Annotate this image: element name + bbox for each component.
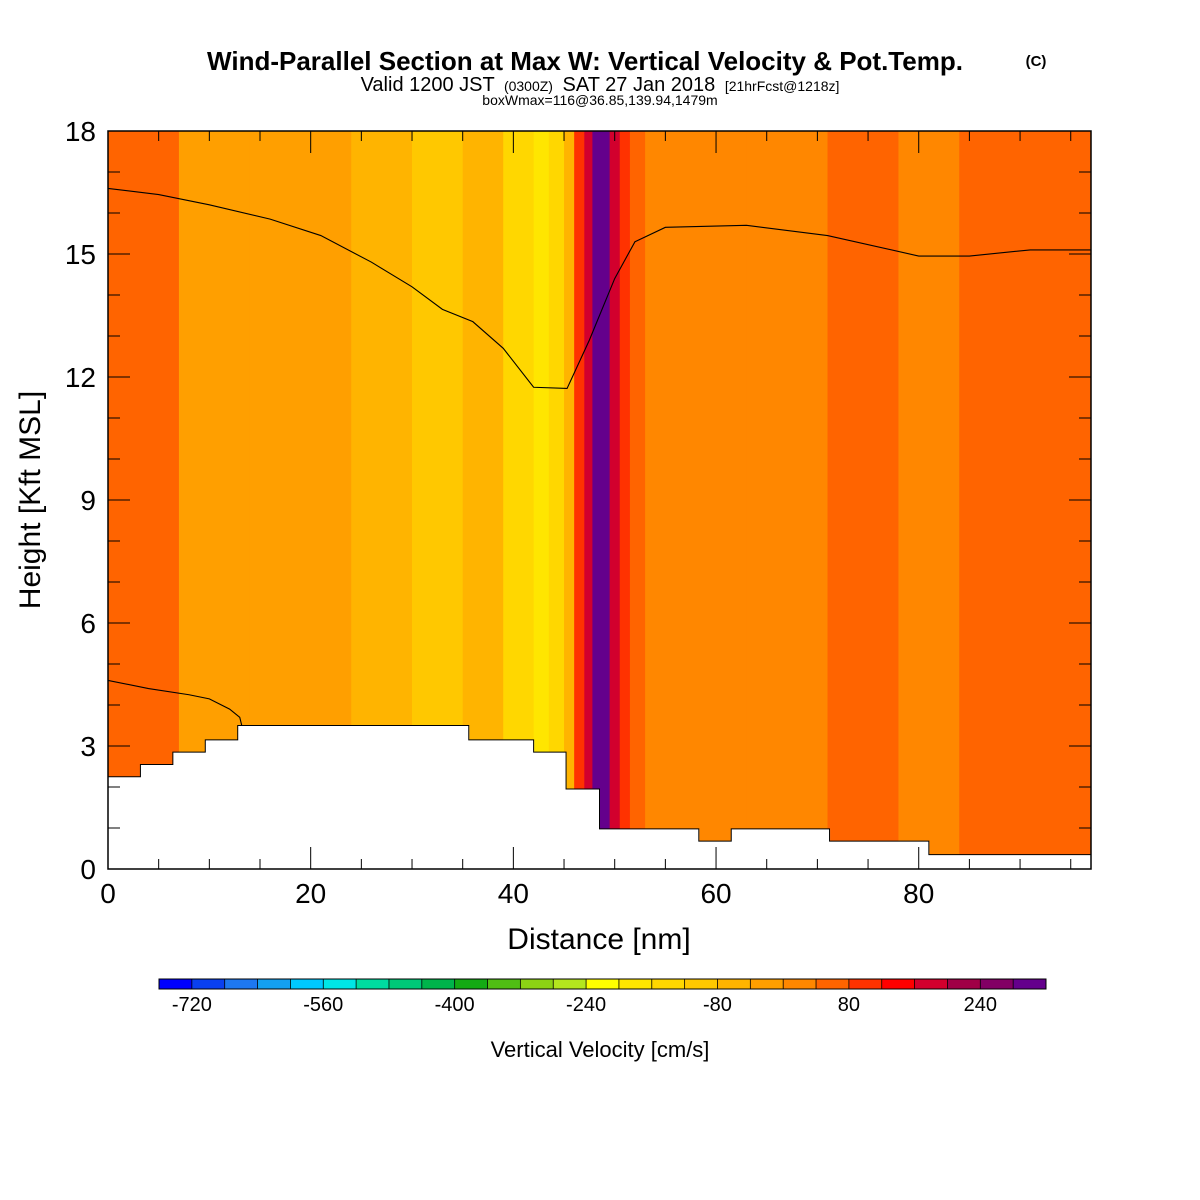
- colorbar-tick-label: 80: [838, 994, 860, 1016]
- subtitle-zulu: (0300Z): [504, 78, 553, 94]
- colorbar-tick-label: -720: [172, 994, 212, 1016]
- colorbar-swatch: [421, 979, 456, 989]
- y-tick-label: 0: [80, 854, 96, 885]
- colorbar-swatch: [520, 979, 554, 989]
- colorbar-swatch: [553, 979, 587, 989]
- colorbar-swatch: [914, 979, 948, 989]
- velocity-band-11: [584, 131, 593, 869]
- colorbar-tick-label: -240: [566, 994, 606, 1016]
- y-tick-label: 6: [80, 608, 96, 639]
- terrain-step-9: [698, 841, 732, 869]
- title-copyright-mark: (C): [1026, 53, 1047, 70]
- terrain-step-7: [566, 789, 600, 869]
- colorbar-swatch: [947, 979, 981, 989]
- colorbar-swatch: [586, 979, 620, 989]
- velocity-band-18: [827, 131, 899, 869]
- terrain-step-0: [108, 776, 141, 869]
- velocity-band-9: [564, 131, 575, 869]
- terrain-step-6: [533, 752, 567, 869]
- colorbar-tick-label: 240: [964, 994, 997, 1016]
- colorbar-swatch: [684, 979, 718, 989]
- velocity-band-7: [533, 131, 550, 869]
- y-axis-label: Height [Kft MSL]: [14, 391, 47, 609]
- colorbar-swatch: [717, 979, 751, 989]
- colorbar-tick-label: -560: [303, 994, 343, 1016]
- velocity-band-8: [548, 131, 565, 869]
- subtitle-forecast: [21hrFcst@1218z]: [725, 78, 840, 94]
- colorbar-tick-label: -400: [435, 994, 475, 1016]
- x-tick-label: 20: [295, 878, 326, 909]
- terrain-outline: [108, 725, 1091, 856]
- chart-title: Wind-Parallel Section at Max W: Vertical…: [207, 46, 963, 76]
- colorbar-swatch: [159, 979, 193, 989]
- terrain-step-2: [172, 752, 206, 869]
- colorbar: -720 -560 -400 -240 -80 80 240: [158, 978, 1047, 1016]
- x-tick-label: 60: [700, 878, 731, 909]
- x-tick-label: 40: [498, 878, 529, 909]
- colorbar-swatch: [356, 979, 390, 989]
- x-axis-label: Distance [nm]: [507, 923, 690, 956]
- velocity-band-15: [629, 131, 646, 869]
- terrain-step-11: [829, 841, 930, 869]
- colorbar-swatch: [783, 979, 817, 989]
- colorbar-swatch: [848, 979, 883, 989]
- colorbar-frame: [158, 978, 1047, 990]
- y-tick-label: 3: [80, 731, 96, 762]
- colorbar-swatch: [290, 979, 324, 989]
- velocity-band-14: [619, 131, 631, 869]
- colorbar-swatch: [881, 979, 916, 989]
- colorbar-swatch: [816, 979, 850, 989]
- chart-subtitle: Valid 1200 JST (0300Z) SAT 27 Jan 2018 […: [361, 74, 840, 96]
- terrain-step-3: [205, 739, 239, 869]
- colorbar-swatch: [750, 979, 784, 989]
- colorbar-swatch: [323, 979, 357, 989]
- colorbar-swatch: [618, 979, 653, 989]
- colorbar-swatch: [224, 979, 259, 989]
- subtitle-date: SAT 27 Jan 2018: [563, 74, 716, 96]
- chart-title-block: Wind-Parallel Section at Max W: Vertical…: [207, 46, 1046, 108]
- velocity-band-17: [746, 131, 829, 869]
- velocity-band-19: [898, 131, 960, 869]
- colorbar-swatch: [487, 979, 521, 989]
- terrain-step-4: [237, 725, 470, 869]
- y-tick-label: 9: [80, 485, 96, 516]
- colorbar-tick-label: -80: [703, 994, 732, 1016]
- colorbar-swatch: [257, 979, 291, 989]
- velocity-field: [108, 131, 1091, 869]
- terrain-step-8: [599, 828, 700, 869]
- terrain-step-1: [140, 764, 174, 869]
- y-tick-label: 12: [65, 362, 96, 393]
- subtitle-valid: Valid 1200 JST: [361, 74, 495, 96]
- velocity-band-13: [609, 131, 621, 869]
- terrain-step-5: [468, 739, 535, 869]
- plot-axes: 0 20 40 60 80 0 3 6 9 12 15 18: [65, 116, 1092, 909]
- colorbar-swatch: [980, 979, 1014, 989]
- chart-box-info: boxWmax=116@36.85,139.94,1479m: [482, 92, 717, 108]
- theta-contour-1: [108, 679, 243, 726]
- colorbar-swatch: [1013, 979, 1047, 989]
- colorbar-label: Vertical Velocity [cm/s]: [491, 1037, 710, 1062]
- theta-contour-0: [108, 187, 1091, 390]
- plot-area: [108, 131, 1091, 869]
- x-tick-label: 80: [903, 878, 934, 909]
- y-tick-label: 15: [65, 239, 96, 270]
- velocity-band-12: [592, 131, 611, 869]
- velocity-band-16: [645, 131, 747, 869]
- terrain-step-10: [731, 828, 831, 869]
- colorbar-swatch: [454, 979, 489, 989]
- y-tick-label: 18: [65, 116, 96, 147]
- x-tick-label: 0: [100, 878, 116, 909]
- colorbar-swatch: [191, 979, 226, 989]
- velocity-band-10: [574, 131, 585, 869]
- colorbar-swatch: [651, 979, 686, 989]
- colorbar-swatch: [388, 979, 423, 989]
- terrain-step-12: [928, 854, 1091, 869]
